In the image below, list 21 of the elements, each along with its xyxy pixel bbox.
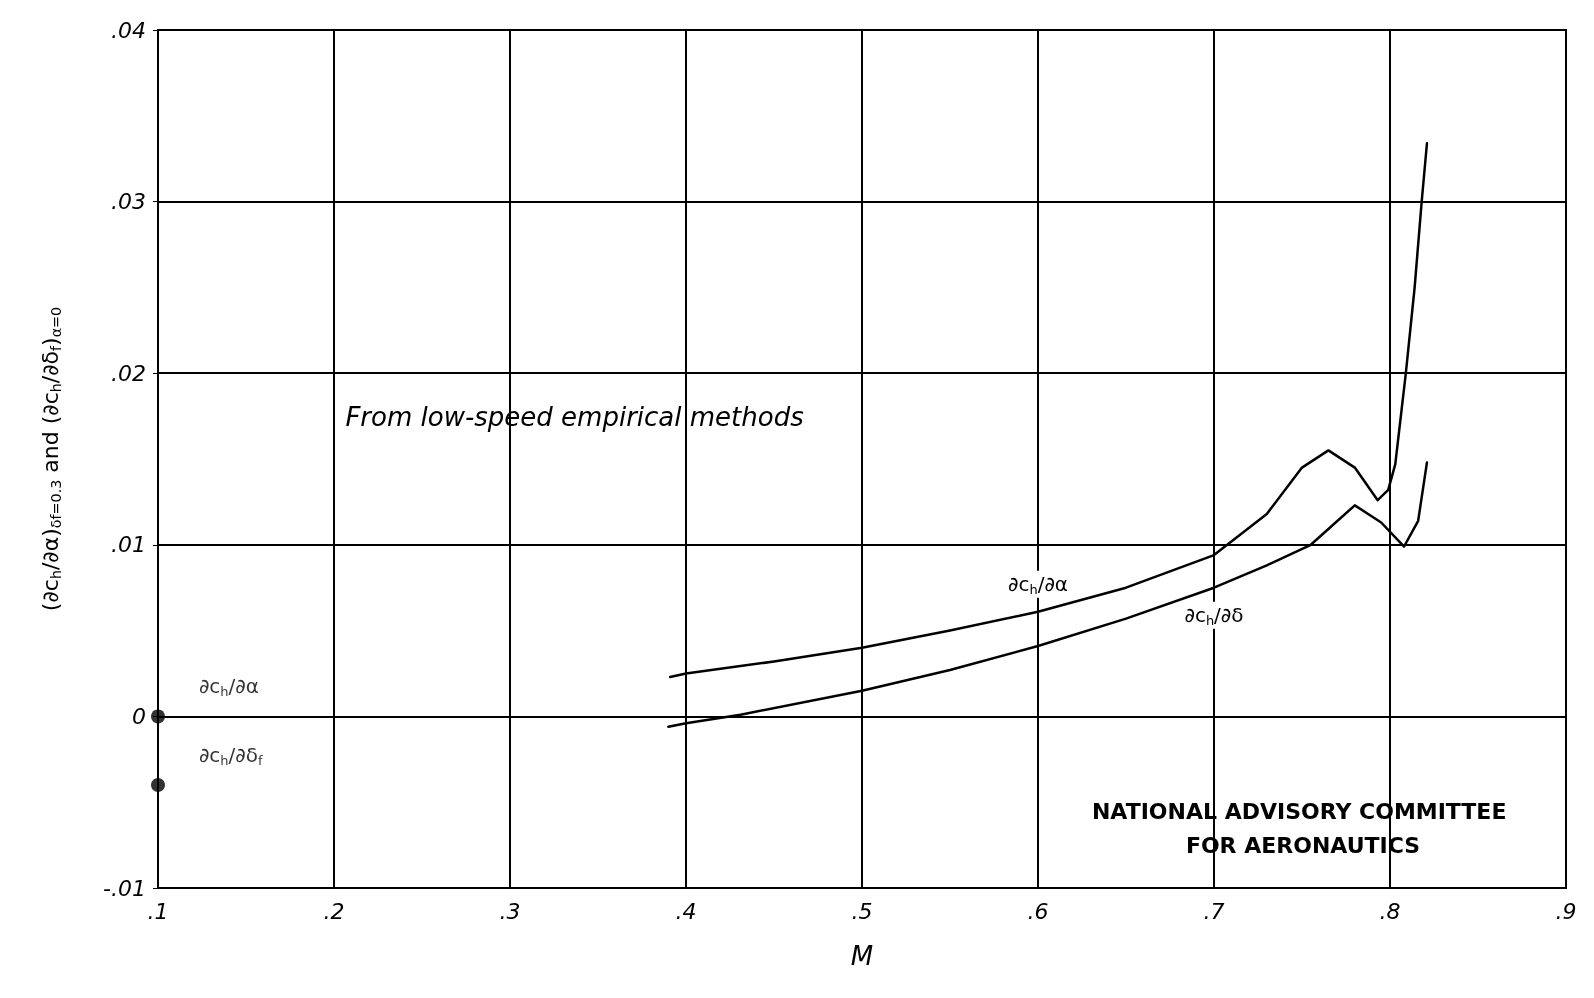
y-tick-label: .03	[111, 189, 146, 215]
y-tick-label: .01	[111, 532, 146, 558]
y-tick-label: -.01	[103, 875, 146, 901]
x-tick-label: .5	[851, 898, 873, 924]
x-tick-label: .7	[1203, 898, 1225, 924]
y-tick-label: .04	[111, 17, 146, 43]
y-tick-label: 0	[132, 703, 146, 729]
x-tick-label: .6	[1027, 898, 1049, 924]
series-label: ∂ch/∂δf	[199, 743, 263, 768]
x-tick-label: .9	[1555, 898, 1577, 924]
x-tick-label: .2	[323, 898, 345, 924]
y-tick-label: .02	[111, 360, 146, 386]
x-tick-label: .3	[499, 898, 521, 924]
x-tick-label: .1	[147, 898, 169, 924]
x-axis-title: M	[850, 941, 874, 971]
text: (∂ch/∂α)δf=0.3 and (∂ch/∂δf)α=0	[38, 306, 64, 612]
x-tick-label: .8	[1379, 898, 1401, 924]
series-label: ∂ch/∂α	[199, 674, 259, 699]
series-label: ∂ch/∂δ	[1184, 603, 1244, 628]
series-label: ∂ch/∂α	[1008, 572, 1068, 597]
x-tick-label: .4	[675, 898, 697, 924]
